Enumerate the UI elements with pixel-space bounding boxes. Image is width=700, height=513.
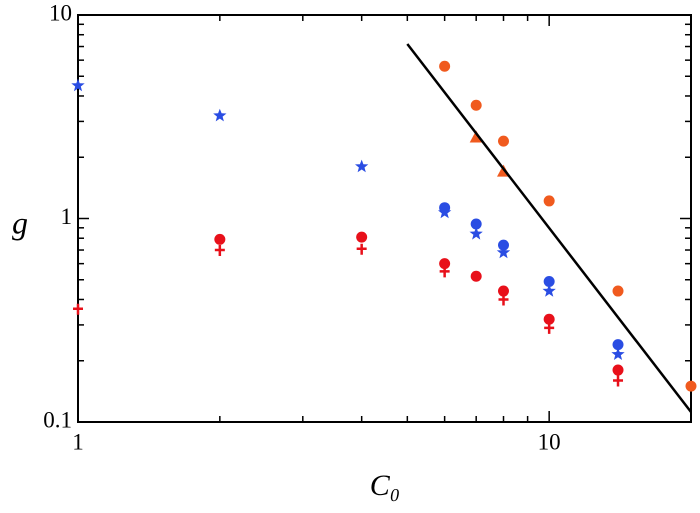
point bbox=[73, 303, 83, 315]
point bbox=[543, 195, 555, 207]
point bbox=[439, 266, 450, 278]
point bbox=[439, 202, 451, 214]
point bbox=[214, 233, 226, 245]
point bbox=[611, 347, 625, 360]
point bbox=[439, 60, 451, 72]
point bbox=[71, 78, 85, 92]
point bbox=[498, 294, 509, 306]
point bbox=[356, 243, 367, 255]
y-axis-label: g bbox=[12, 204, 28, 240]
point bbox=[439, 258, 451, 270]
point bbox=[685, 380, 697, 392]
point bbox=[612, 285, 624, 297]
y-tick-label: 1 bbox=[61, 204, 73, 229]
y-tick-label: 10 bbox=[49, 0, 72, 25]
point bbox=[213, 108, 227, 122]
y-tick-label: 0.1 bbox=[43, 407, 72, 432]
point bbox=[498, 239, 510, 251]
point bbox=[498, 285, 510, 297]
point bbox=[470, 270, 482, 282]
point bbox=[355, 159, 369, 173]
point bbox=[214, 245, 225, 257]
x-tick-label: 1 bbox=[72, 429, 84, 454]
point bbox=[470, 99, 482, 111]
point bbox=[543, 313, 555, 325]
point bbox=[543, 276, 555, 288]
fit-line bbox=[406, 43, 692, 413]
point bbox=[498, 135, 510, 147]
point bbox=[470, 218, 482, 230]
point bbox=[496, 245, 511, 259]
point bbox=[613, 375, 624, 387]
point bbox=[356, 231, 368, 243]
point bbox=[542, 284, 556, 297]
point bbox=[612, 339, 624, 351]
x-tick-label: 10 bbox=[538, 429, 561, 454]
plot-frame bbox=[77, 14, 692, 423]
point bbox=[544, 322, 555, 334]
point bbox=[612, 364, 624, 376]
point bbox=[469, 226, 483, 240]
x-axis-label: C₀ bbox=[370, 469, 400, 502]
